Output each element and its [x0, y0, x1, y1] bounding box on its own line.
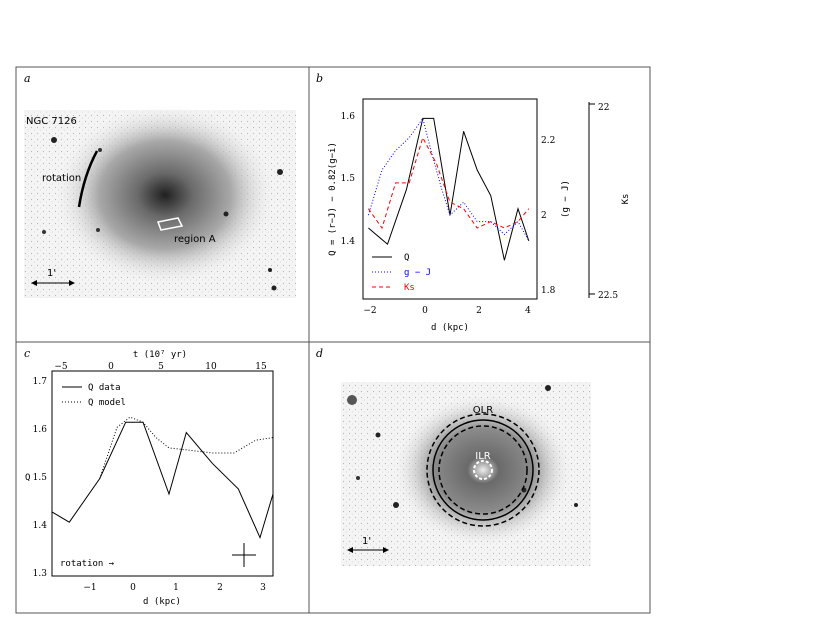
panel-a-label: a: [24, 72, 31, 85]
b-ylabel-right: (g − J): [561, 180, 571, 218]
c-x-tick: 3: [260, 583, 266, 593]
panel-d-label: d: [316, 347, 323, 360]
galaxy-d: [395, 395, 571, 545]
field-star: [347, 395, 357, 405]
b-x-tick: 2: [476, 306, 482, 316]
field-star: [96, 228, 100, 232]
ilr-ring: [473, 460, 493, 480]
field-star: [375, 432, 381, 438]
legend-label-qmodel: Q model: [88, 398, 126, 408]
c-top-label: t (10⁷ yr): [133, 350, 187, 360]
galaxy-a: [55, 105, 275, 285]
series-line-b-1: [367, 117, 530, 242]
field-star: [271, 285, 277, 291]
b-far-tick: 22: [598, 103, 609, 113]
chart-b-marks: [367, 117, 530, 261]
b-right-tick: 2: [541, 211, 547, 221]
c-x-tick: 0: [130, 583, 136, 593]
legend-label-qdata: Q data: [88, 383, 121, 393]
b-ylabel-left: Q = (r−J) − 0.82(g−i): [328, 142, 338, 256]
b-left-tick: 1.5: [341, 174, 356, 184]
b-left-tick: 1.6: [341, 112, 356, 122]
scale-label-a: 1': [47, 268, 56, 279]
field-star: [356, 476, 360, 480]
field-star: [545, 385, 551, 391]
panel-c: c 1.7 1.6 1.5 1.4 1.3 Q −1 0 1 2 3 d (kp…: [24, 347, 274, 607]
rotation-label-a: rotation: [42, 173, 81, 184]
object-label: NGC 7126: [26, 116, 77, 127]
field-star: [98, 148, 102, 152]
olr-ring: [432, 419, 534, 521]
ilr-label: ILR: [475, 451, 491, 462]
c-top-tick: 10: [205, 362, 217, 372]
c-xlabel: d (kpc): [143, 597, 181, 607]
b-left-tick: 1.4: [341, 237, 356, 247]
c-x-tick: 2: [217, 583, 223, 593]
c-y-tick: 1.6: [33, 425, 48, 435]
region-a-label: region A: [174, 234, 216, 245]
c-y-tick: 1.5: [33, 473, 48, 483]
c-y-tick: 1.4: [33, 521, 48, 531]
c-top-tick: 5: [158, 362, 164, 372]
chart-c-plot-area: [51, 370, 274, 577]
c-top-tick: −5: [54, 362, 68, 372]
b-x-tick: 4: [525, 306, 531, 316]
series-line-b-2: [367, 136, 530, 230]
panel-b: b 1.6 1.5 1.4 2.2 2 1.8 −2 0 2 4 d (kpc)…: [316, 72, 631, 333]
b-right-tick: 1.8: [541, 286, 556, 296]
b-x-tick: 0: [422, 306, 428, 316]
panel-a: a rotation NGC 7126 region A 1': [24, 72, 296, 298]
c-top-tick: 15: [255, 362, 267, 372]
c-top-tick: 0: [108, 362, 114, 372]
b-ylabel-far: Ks: [621, 194, 631, 205]
c-y-tick: 1.7: [33, 377, 48, 387]
olr-ring-inner: [438, 425, 528, 515]
field-star: [268, 268, 272, 272]
field-star: [51, 137, 57, 143]
b-right-tick: 2.2: [541, 136, 555, 146]
scale-label-d: 1': [362, 536, 371, 547]
legend-label-ks: Ks: [404, 283, 415, 293]
chart-b-plot-area: [362, 98, 538, 300]
panel-b-label: b: [316, 72, 323, 85]
field-star: [223, 211, 229, 217]
figure-frame: [15, 66, 651, 614]
c-y-tick: 1.3: [33, 569, 48, 579]
legend-label-gj: g − J: [404, 268, 431, 278]
field-star: [277, 169, 283, 175]
field-star: [42, 230, 46, 234]
field-star: [574, 503, 578, 507]
panel-c-label: c: [24, 347, 30, 360]
olr-ring-outer: [426, 413, 540, 527]
legend-label-q: Q: [404, 253, 409, 263]
b-xlabel: d (kpc): [431, 323, 469, 333]
field-star: [393, 502, 399, 508]
series-line-c-1: [99, 416, 274, 479]
olr-label: OLR: [473, 405, 493, 416]
c-x-tick: −1: [83, 583, 96, 593]
rotation-label-c: rotation →: [60, 559, 115, 569]
b-x-tick: −2: [363, 306, 376, 316]
b-far-tick: 22.5: [598, 291, 618, 301]
rotation-arc: [77, 150, 99, 208]
c-ylabel: Q: [25, 473, 30, 483]
chart-c-marks: [51, 416, 274, 540]
region-a-outline: [156, 217, 184, 231]
series-line-c-0: [51, 421, 274, 540]
c-x-tick: 1: [173, 583, 179, 593]
series-line-b-0: [368, 117, 530, 261]
panel-d: d OLR ILR 1': [316, 347, 591, 566]
